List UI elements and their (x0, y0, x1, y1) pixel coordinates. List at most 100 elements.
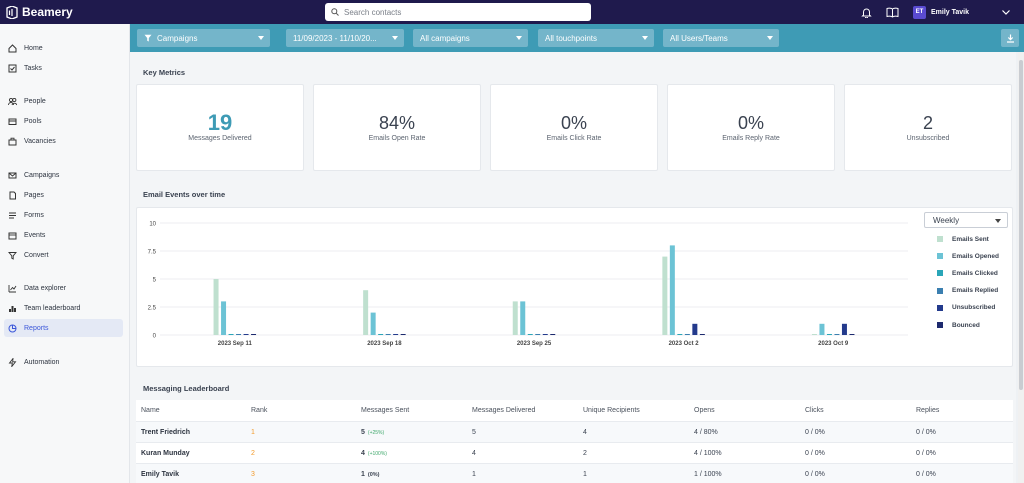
chart-bar (699, 334, 705, 335)
sidebar-item-automation[interactable]: Automation (4, 353, 123, 371)
legend-item[interactable]: Bounced (937, 320, 980, 330)
scrollbar-thumb[interactable] (1019, 60, 1023, 390)
x-tick-label: 2023 Oct 9 (818, 341, 849, 347)
leaderboard-table: Name Rank Messages Sent Messages Deliver… (136, 400, 1013, 483)
y-tick-label: 5 (153, 278, 157, 284)
campaigns-label: All campaigns (420, 33, 470, 43)
legend-swatch (937, 253, 943, 260)
user-name: Emily Tavik (930, 8, 969, 16)
sidebar-item-label: Pages (24, 191, 44, 199)
sidebar-item-pools[interactable]: Pools (4, 112, 123, 130)
chart-bar (669, 245, 675, 335)
x-tick-label: 2023 Oct 2 (669, 341, 700, 347)
users-teams-select[interactable]: All Users/Teams (663, 29, 779, 47)
date-range-select[interactable]: 11/09/2023 - 11/10/20... (286, 29, 404, 47)
chart-bar (527, 334, 533, 335)
column-header[interactable]: Messages Sent (361, 407, 410, 414)
vacancies-icon (8, 137, 17, 146)
legend-label: Emails Sent (952, 235, 989, 243)
sent-value: 1 (361, 471, 365, 478)
user-menu[interactable]: ET Emily Tavik (912, 5, 1010, 19)
app-logo[interactable]: Beamery (6, 5, 73, 19)
chart-bar (243, 334, 249, 335)
sidebar-item-reports[interactable]: Reports (4, 319, 123, 337)
chart-bar (542, 334, 548, 335)
name-cell[interactable]: Trent Friedrich (141, 429, 191, 436)
delivered-cell: 1 (472, 471, 476, 478)
recipients-cell: 1 (583, 471, 587, 478)
caret-down-icon (516, 36, 522, 40)
chart-bar (692, 323, 698, 335)
legend-swatch (937, 304, 943, 311)
name-cell[interactable]: Emily Tavik (141, 471, 180, 478)
column-header[interactable]: Name (141, 407, 160, 414)
column-header[interactable]: Opens (694, 407, 715, 414)
column-header[interactable]: Unique Recipients (583, 407, 640, 414)
legend-item[interactable]: Emails Opened (937, 251, 999, 261)
legend-label: Bounced (952, 321, 980, 329)
search-input[interactable] (344, 7, 574, 17)
column-header[interactable]: Replies (916, 407, 940, 414)
sidebar-item-tasks[interactable]: Tasks (4, 59, 123, 77)
sidebar-item-label: Reports (24, 324, 49, 332)
sidebar-item-home[interactable]: Home (4, 39, 123, 57)
chart-bar (826, 334, 832, 335)
key-metrics-title: Key Metrics (143, 68, 186, 77)
sent-value: 4 (361, 450, 365, 457)
column-header[interactable]: Messages Delivered (472, 407, 536, 414)
search-bar[interactable] (325, 3, 591, 21)
sidebar-item-forms[interactable]: Forms (4, 206, 123, 224)
reports-icon (8, 324, 17, 333)
touchpoints-select[interactable]: All touchpoints (538, 29, 654, 47)
name-cell[interactable]: Kuran Munday (141, 450, 190, 457)
download-button[interactable] (1001, 29, 1019, 47)
chart-bar (370, 312, 376, 335)
metric-label: Unsubscribed (906, 135, 950, 142)
legend-swatch (937, 236, 943, 242)
sidebar-item-events[interactable]: Events (4, 226, 123, 244)
x-tick-label: 2023 Sep 18 (367, 341, 402, 347)
x-tick-label: 2023 Sep 11 (218, 341, 253, 347)
column-header[interactable]: Clicks (805, 407, 824, 414)
data-explorer-icon (8, 284, 17, 293)
chart-bar (236, 334, 242, 335)
column-header[interactable]: Rank (251, 407, 268, 414)
avatar: ET (912, 5, 926, 19)
legend-item[interactable]: Unsubscribed (937, 303, 995, 313)
people-icon (8, 97, 17, 106)
touchpoints-label: All touchpoints (545, 33, 598, 43)
rank-cell: 3 (251, 471, 255, 478)
sidebar-item-data-explorer[interactable]: Data explorer (4, 279, 123, 297)
sidebar-item-label: Convert (24, 251, 49, 259)
sidebar-item-convert[interactable]: Convert (4, 246, 123, 264)
campaigns-select[interactable]: All campaigns (413, 29, 528, 47)
chevron-down-icon[interactable] (1002, 9, 1010, 15)
table-row[interactable]: Trent Friedrich 1 5 (+25%) 5 4 4 / 80% 0 … (136, 421, 1013, 442)
legend-label: Emails Opened (952, 252, 999, 260)
table-row[interactable]: Kuran Munday 2 4 (+100%) 4 2 4 / 100% 0 /… (136, 442, 1013, 463)
period-select[interactable]: Weekly (924, 212, 1008, 228)
chart-bar (385, 334, 391, 335)
bell-icon[interactable] (861, 7, 872, 18)
legend-item[interactable]: Emails Replied (937, 286, 998, 296)
download-icon (1006, 34, 1014, 43)
table-row[interactable]: Emily Tavik 3 1 (0%) 1 1 1 / 100% 0 / 0% … (136, 463, 1013, 483)
home-icon (8, 43, 17, 53)
metric-card-messages-delivered: 19 Messages Delivered (136, 84, 304, 171)
chart-bar (662, 256, 668, 335)
campaigns-type-select[interactable]: Campaigns (137, 29, 270, 47)
sidebar-item-vacancies[interactable]: Vacancies (4, 132, 123, 150)
filter-icon (144, 34, 152, 42)
legend-item[interactable]: Emails Sent (937, 234, 989, 244)
legend-swatch (937, 322, 943, 328)
sidebar-item-pages[interactable]: Pages (4, 186, 123, 204)
metric-value: 0% (560, 113, 587, 133)
sidebar-item-campaigns[interactable]: Campaigns (4, 166, 123, 184)
sidebar-item-team-leaderboard[interactable]: Team leaderboard (4, 299, 123, 317)
delivered-cell: 4 (472, 450, 476, 457)
legend-item[interactable]: Emails Clicked (937, 268, 998, 278)
book-icon[interactable] (886, 7, 899, 18)
sidebar-item-people[interactable]: People (4, 92, 123, 110)
sent-change: (+25%) (367, 429, 385, 436)
caret-down-icon (258, 36, 264, 40)
